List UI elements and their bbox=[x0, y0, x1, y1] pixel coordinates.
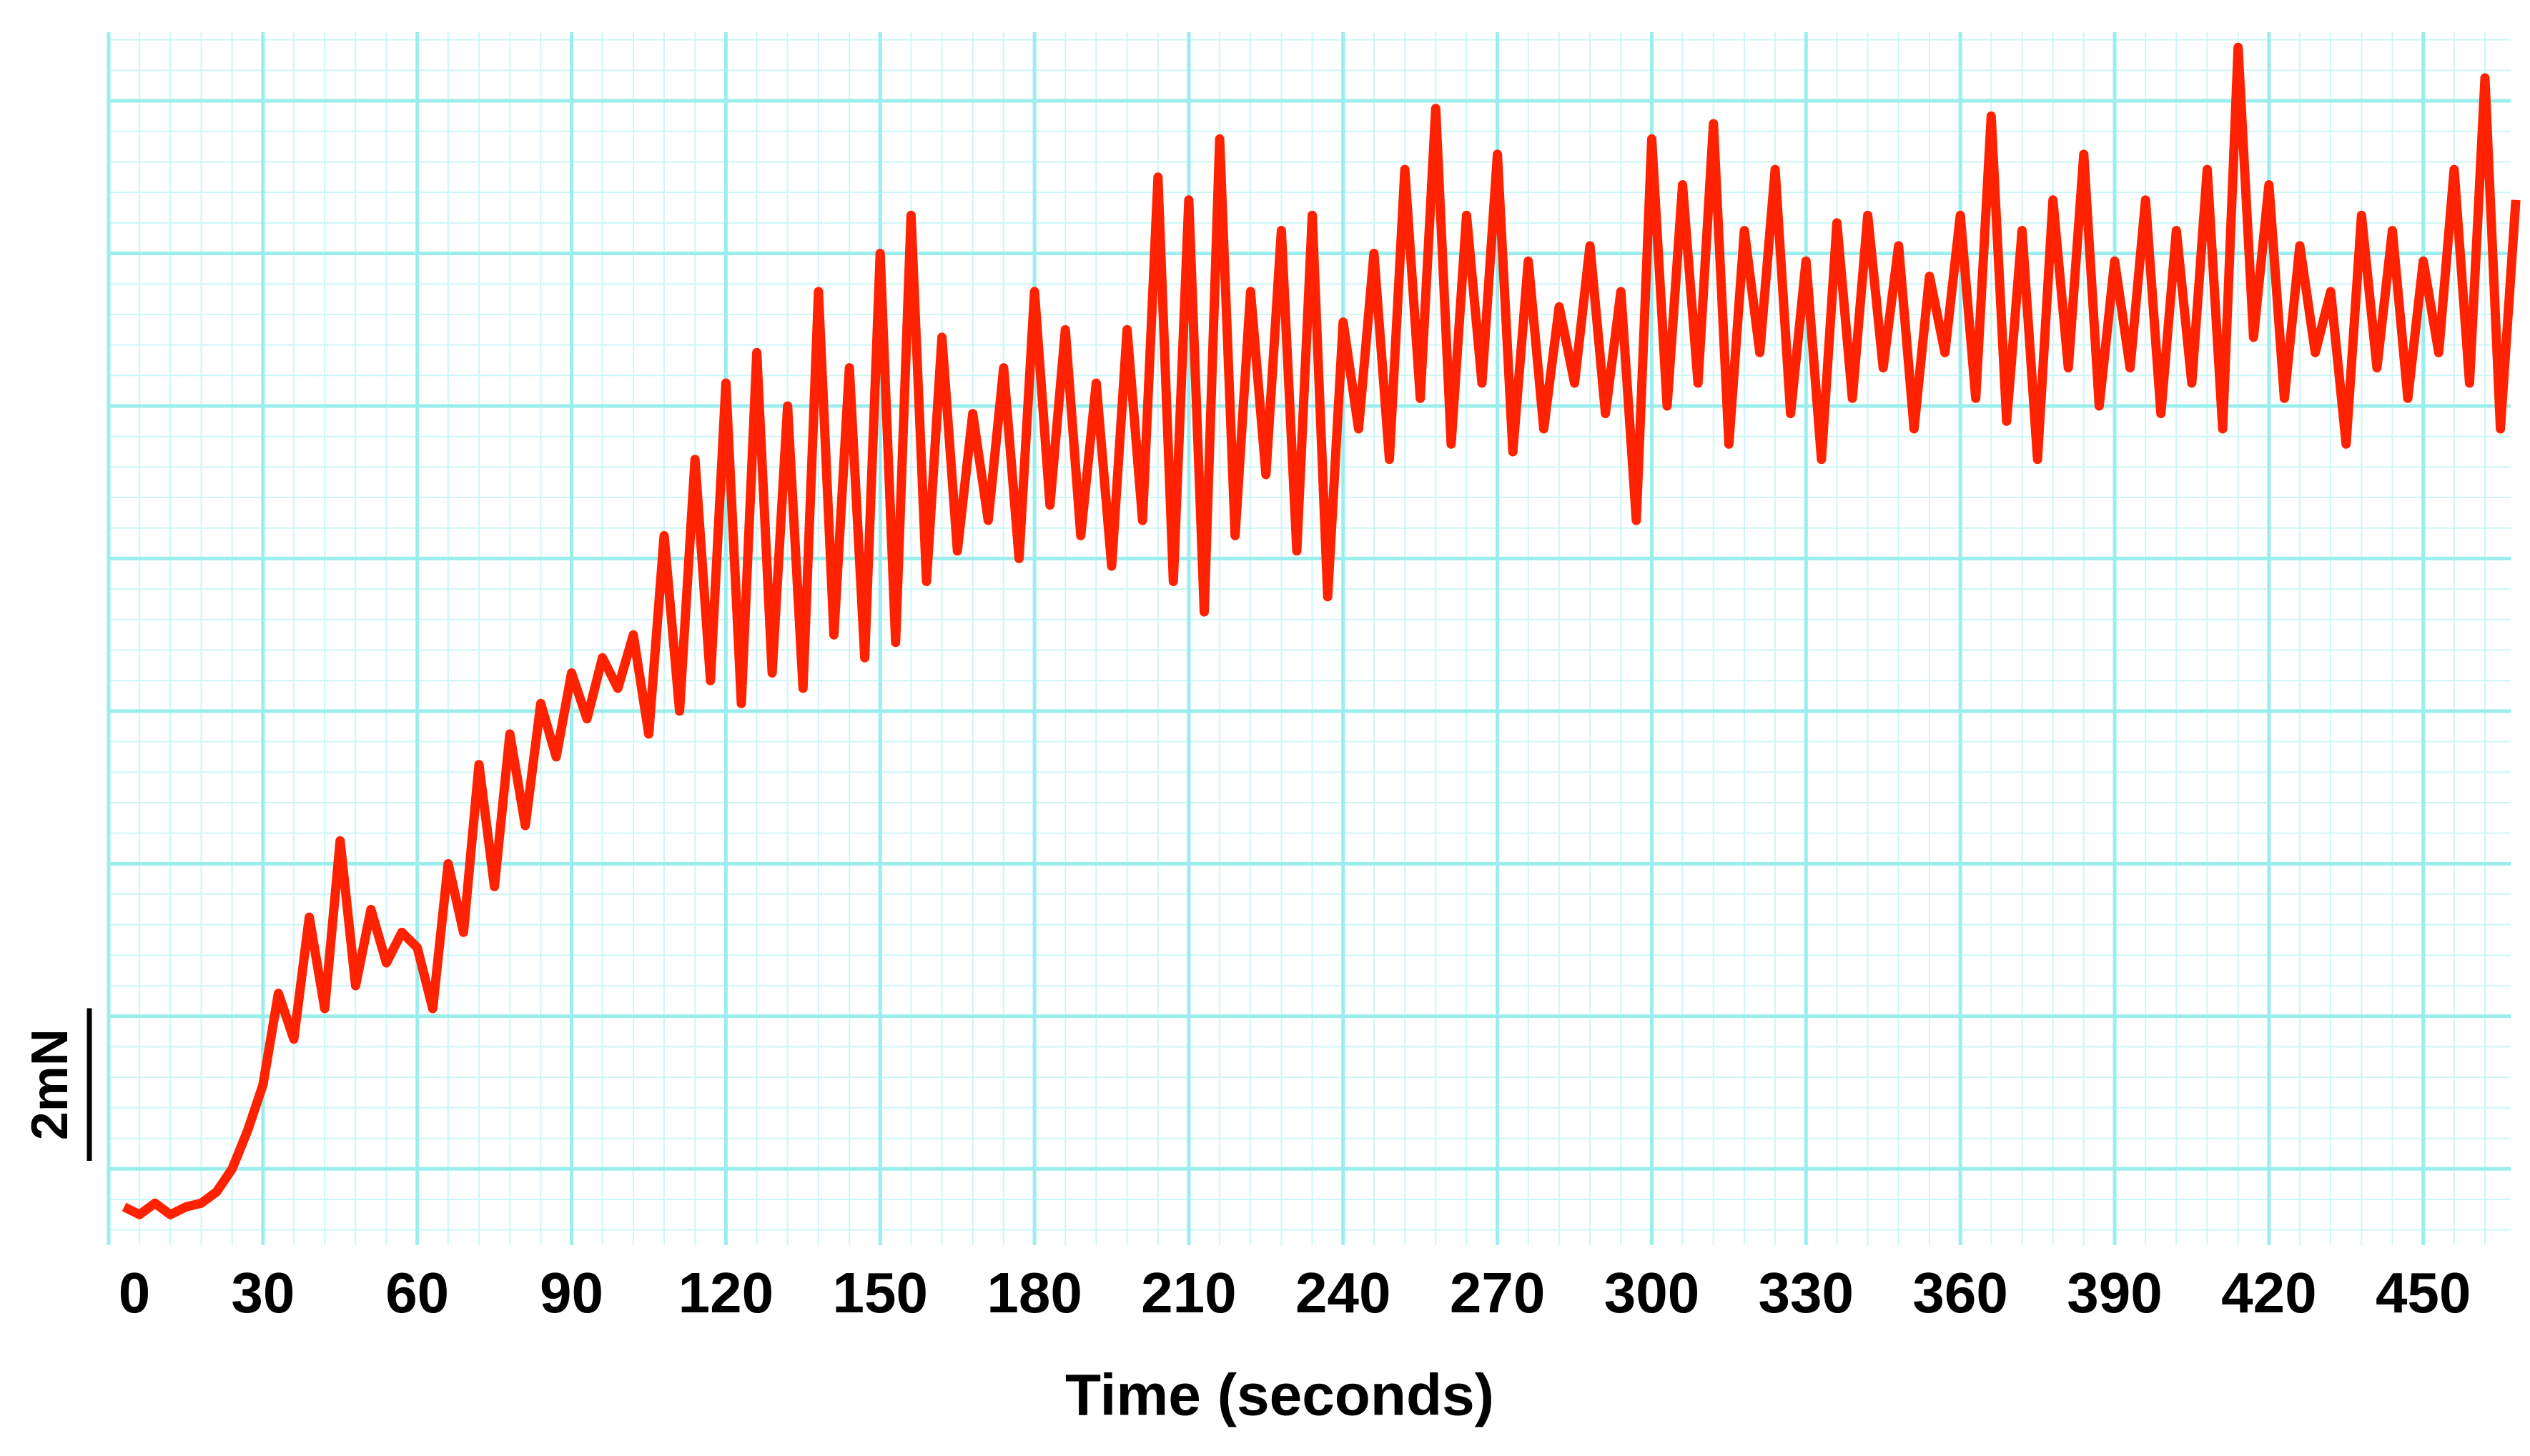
x-tick-label: 390 bbox=[2067, 1261, 2162, 1324]
x-tick-label: 420 bbox=[2221, 1261, 2316, 1324]
x-tick-label: 60 bbox=[385, 1261, 449, 1324]
grid bbox=[107, 32, 2511, 1245]
x-tick-label: 270 bbox=[1450, 1261, 1545, 1324]
data-line bbox=[122, 42, 2521, 1219]
scale-bar-label: 2mN bbox=[21, 1029, 79, 1140]
x-tick-label: 360 bbox=[1912, 1261, 2007, 1324]
x-tick-label: 0 bbox=[119, 1261, 151, 1324]
x-tick-label: 450 bbox=[2376, 1261, 2471, 1324]
x-tick-label: 30 bbox=[231, 1261, 295, 1324]
x-tick-label: 120 bbox=[678, 1261, 774, 1324]
x-tick-label: 300 bbox=[1604, 1261, 1699, 1324]
x-tick-label: 330 bbox=[1759, 1261, 1854, 1324]
x-tick-label: 150 bbox=[832, 1261, 927, 1324]
x-tick-label: 210 bbox=[1141, 1261, 1236, 1324]
x-tick-label: 240 bbox=[1295, 1261, 1390, 1324]
x-tick-label: 90 bbox=[540, 1261, 603, 1324]
x-tick-label: 180 bbox=[987, 1261, 1082, 1324]
x-axis-label: Time (seconds) bbox=[1065, 1363, 1494, 1428]
